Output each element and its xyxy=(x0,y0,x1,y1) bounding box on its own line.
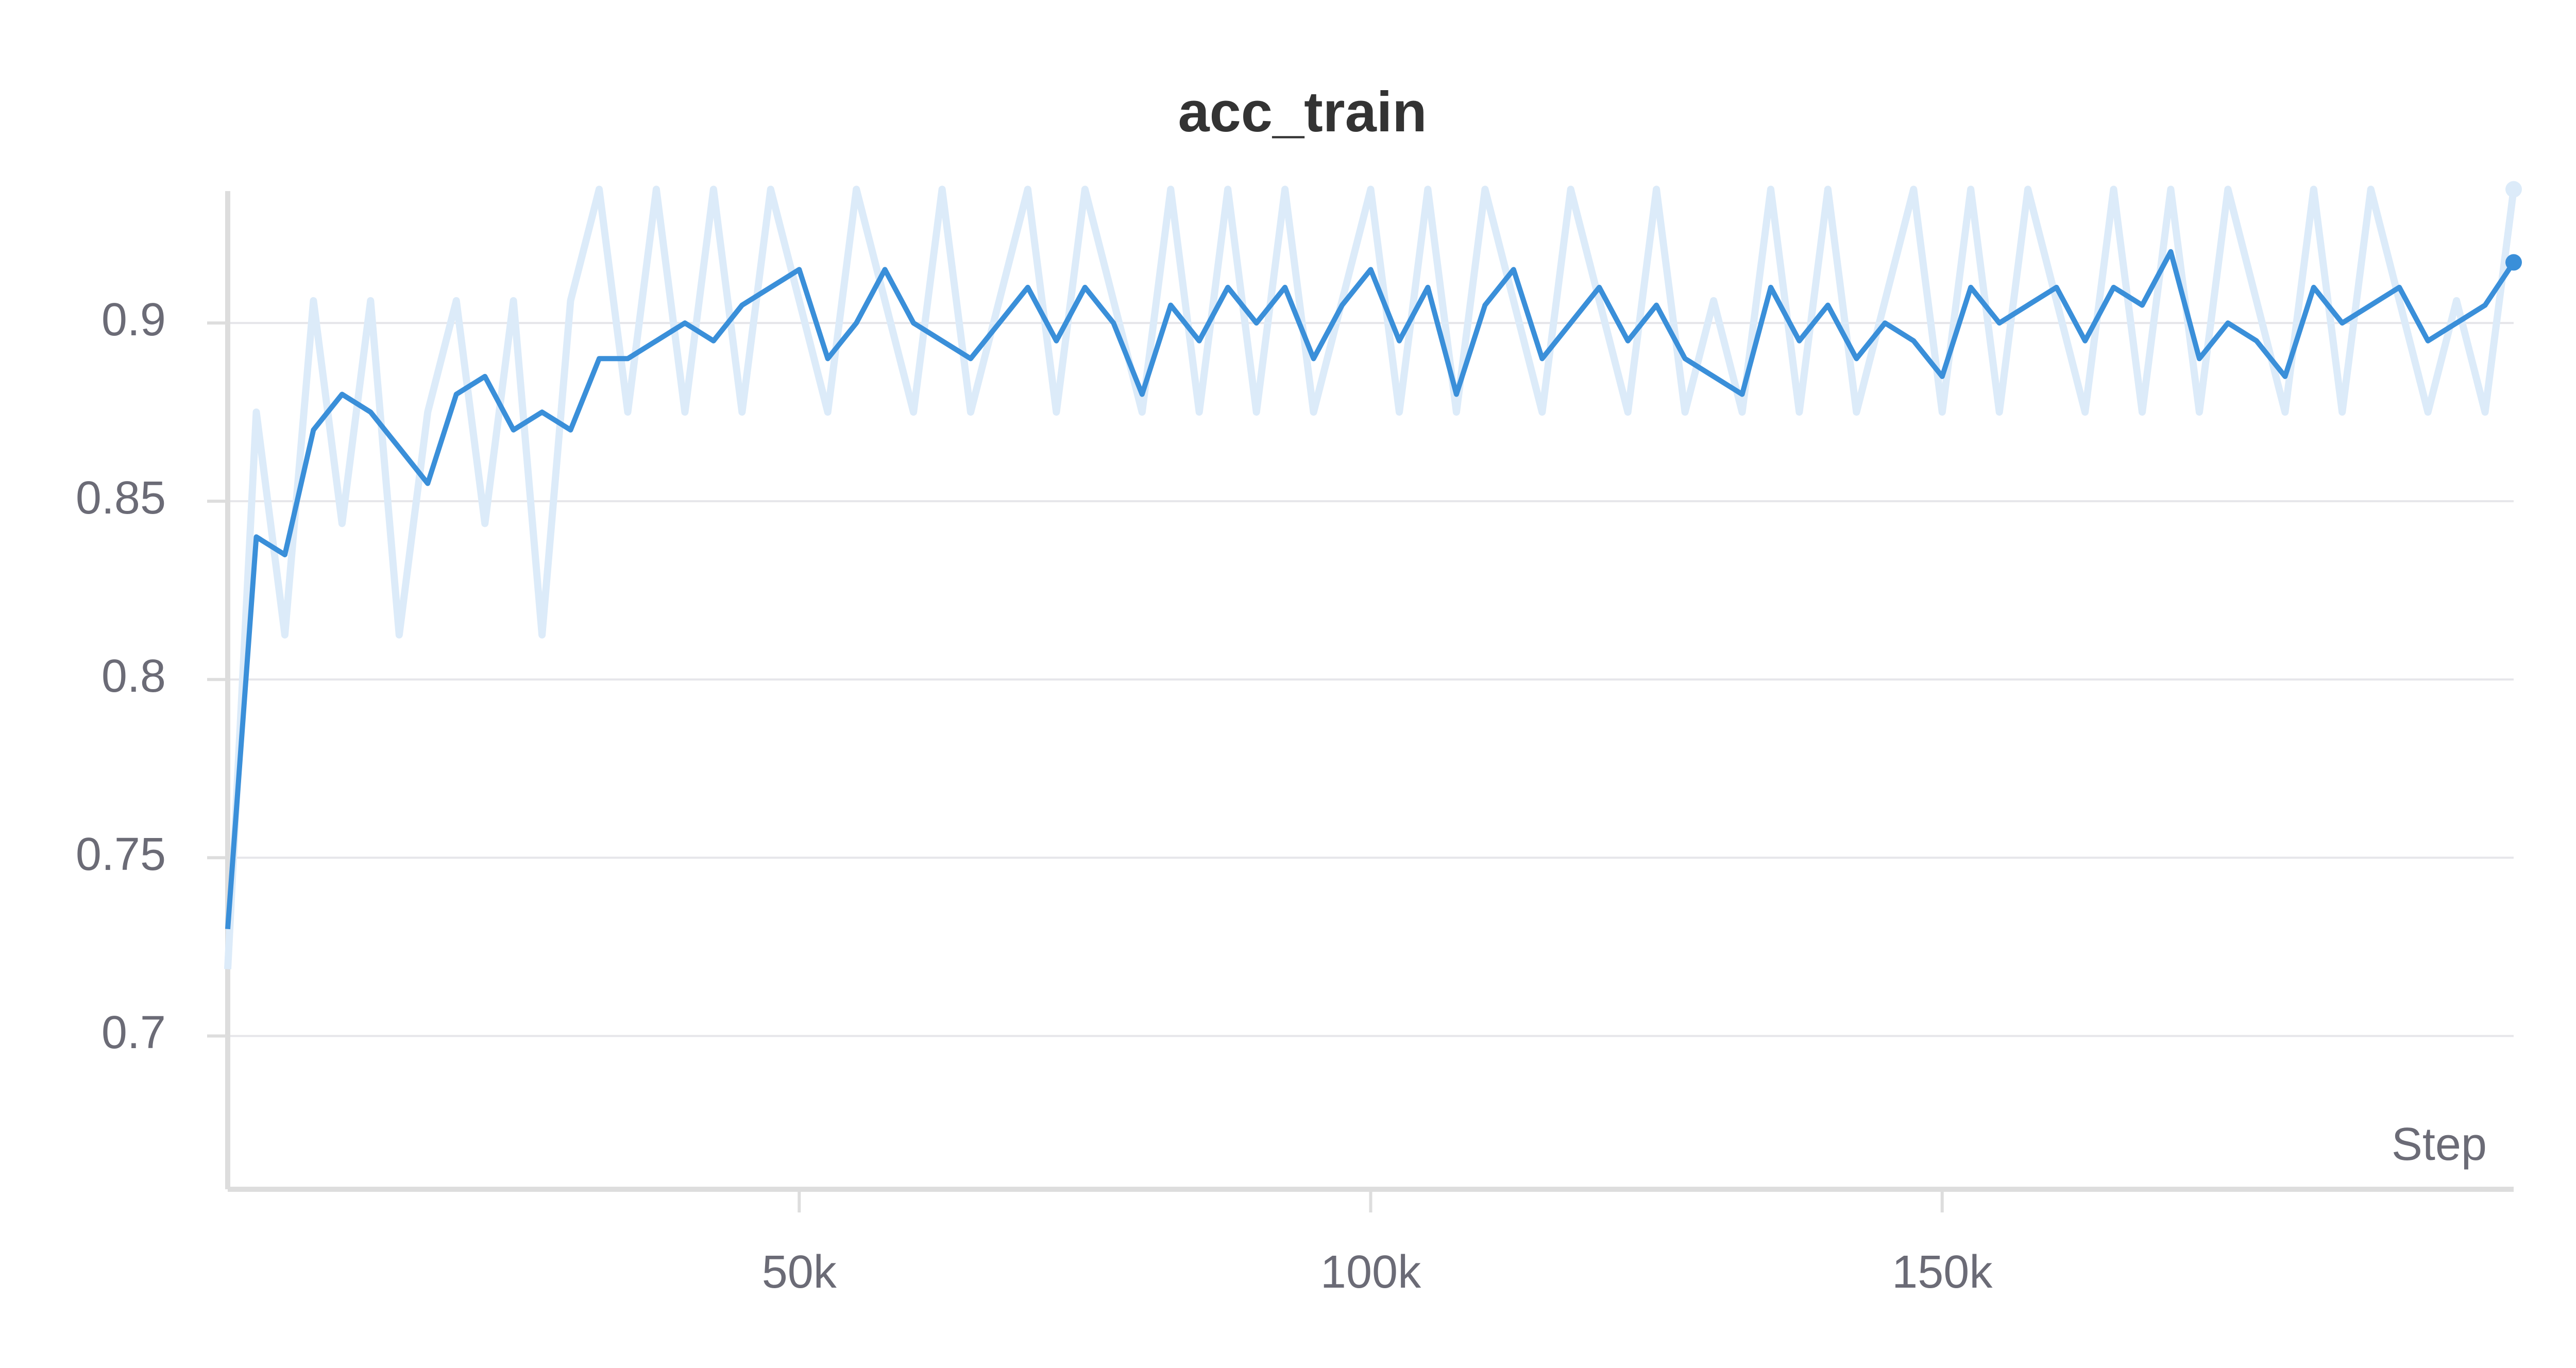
x-tick-label: 100k xyxy=(1320,1246,1421,1298)
y-tick-label: 0.75 xyxy=(76,829,166,880)
y-tick-label: 0.85 xyxy=(76,472,166,524)
y-tick-label: 0.7 xyxy=(101,1007,166,1058)
x-tick-label: 50k xyxy=(762,1246,837,1298)
y-tick-label: 0.9 xyxy=(101,294,166,346)
end-point xyxy=(2505,181,2522,198)
x-axis-label: Step xyxy=(2392,1119,2487,1170)
y-tick-label: 0.8 xyxy=(101,651,166,702)
line-series xyxy=(225,249,2516,930)
end-point xyxy=(2505,254,2522,271)
chart-title: acc_train xyxy=(1178,80,1427,144)
x-tick-label: 150k xyxy=(1892,1246,1993,1298)
line-series xyxy=(224,185,2517,969)
